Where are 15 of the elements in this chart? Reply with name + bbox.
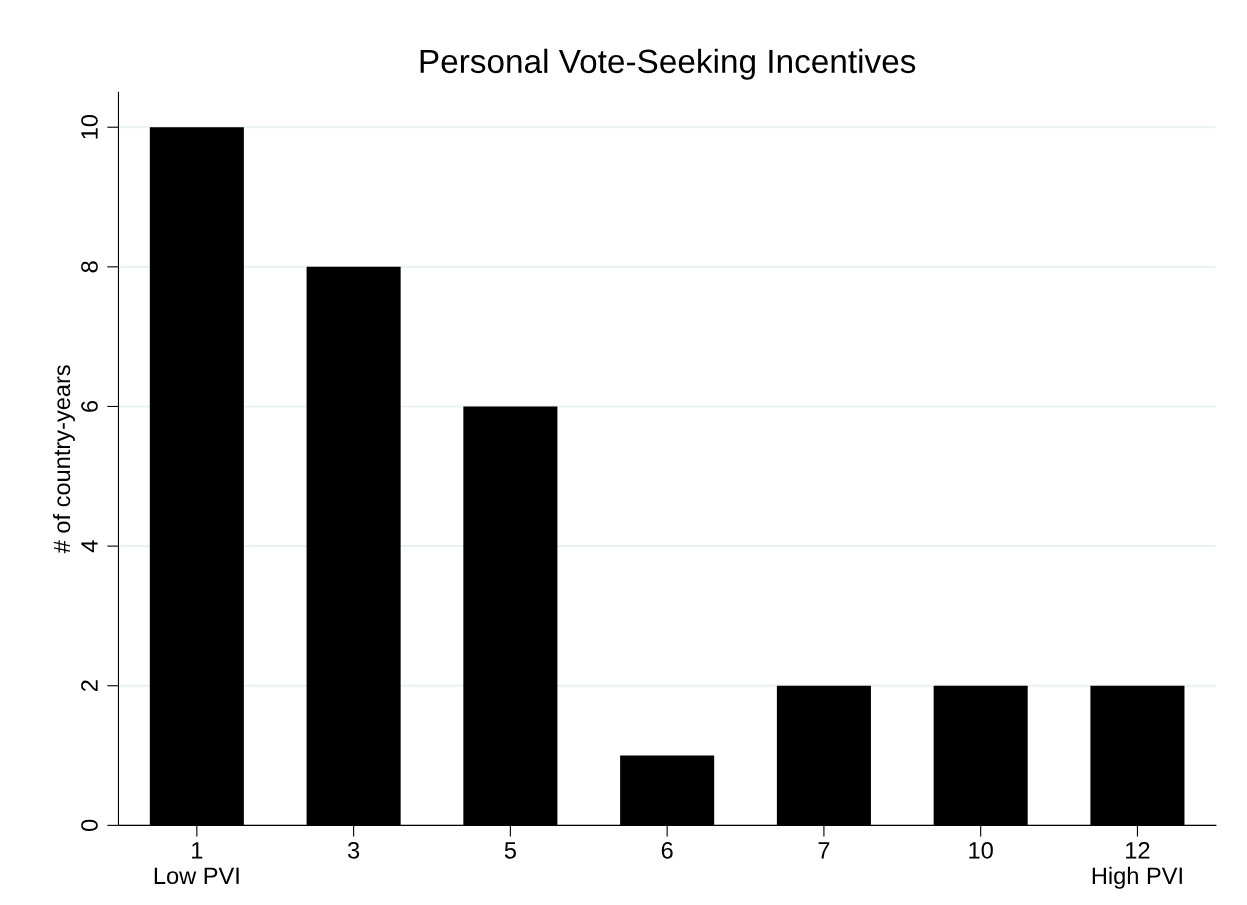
y-axis-title: # of country-years xyxy=(52,365,75,554)
x-tick-label: 1 Low PVI xyxy=(154,842,239,885)
y-tick-label: 6 xyxy=(81,400,98,412)
chart-title: Personal Vote-Seeking Incentives xyxy=(420,48,916,80)
y-tick-label: 4 xyxy=(81,540,98,553)
y-tick-label: 2 xyxy=(81,680,98,692)
x-tick-label: 7 xyxy=(818,842,830,859)
y-tick-label: 10 xyxy=(81,115,98,139)
y-tick-label: 8 xyxy=(81,261,98,273)
x-tick-label: 6 xyxy=(661,841,673,859)
x-tick-label: 5 xyxy=(504,842,516,859)
x-tick-label: 12 High PVI xyxy=(1092,841,1182,889)
x-tick-label: 3 xyxy=(347,841,360,859)
y-tick-label: 0 xyxy=(81,819,98,831)
x-tick-label: 10 xyxy=(969,841,993,859)
